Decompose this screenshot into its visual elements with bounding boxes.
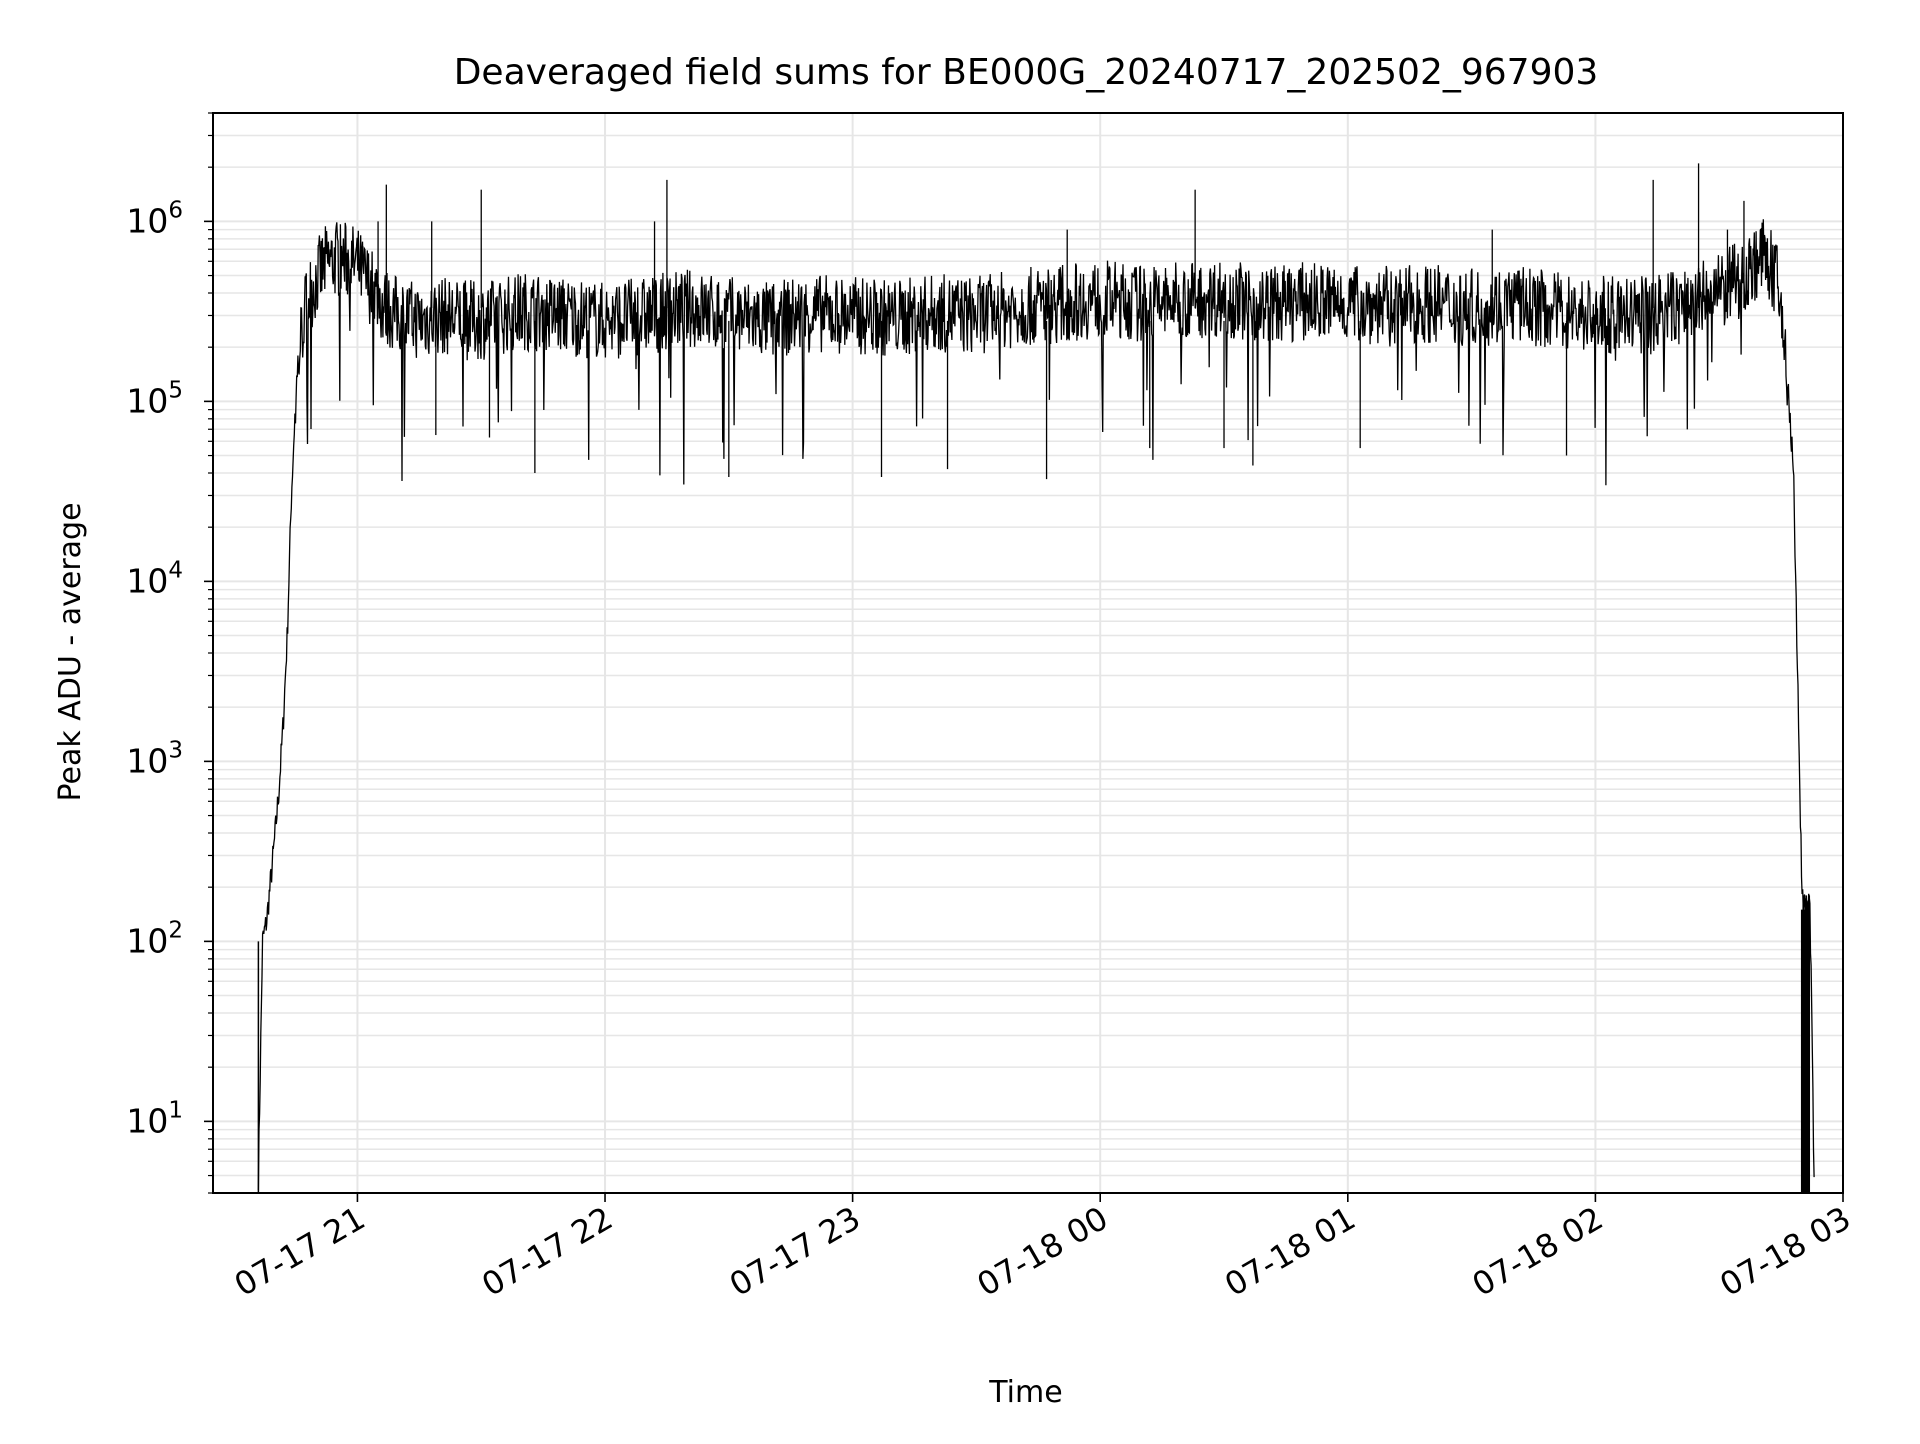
y-tick-label: 102 xyxy=(126,917,183,960)
y-tick-label: 105 xyxy=(126,377,183,420)
y-axis-label: Peak ADU - average xyxy=(53,502,88,801)
y-tick-label: 103 xyxy=(126,737,183,780)
y-tick-label: 104 xyxy=(126,557,183,600)
series-line xyxy=(257,219,1815,1191)
y-tick-label: 101 xyxy=(126,1097,183,1140)
x-axis-label: Time xyxy=(988,1375,1062,1410)
data-layer xyxy=(257,163,1815,1193)
grid-layer xyxy=(213,112,1844,1194)
chart-title: Deaveraged field sums for BE000G_2024071… xyxy=(454,52,1599,93)
y-tick-label: 106 xyxy=(126,197,183,240)
